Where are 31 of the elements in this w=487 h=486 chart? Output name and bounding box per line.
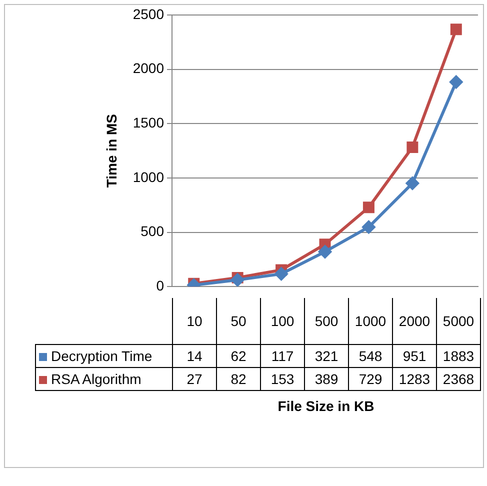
data-label: 951: [392, 344, 436, 367]
x-tick-label: 2000: [392, 298, 436, 344]
x-tick-label: 5000: [436, 298, 480, 344]
y-tick-label: 2000: [132, 60, 164, 76]
y-tick-label: 1500: [132, 114, 164, 130]
x-tick-label: 100: [260, 298, 304, 344]
x-axis-title: File Size in KB: [276, 398, 376, 414]
y-tick-label: 1000: [132, 168, 164, 185]
y-axis-title: Time in MS: [103, 114, 120, 188]
data-label: 729: [348, 367, 392, 390]
data-label: 1883: [436, 344, 480, 367]
y-tick-label: 2500: [132, 6, 164, 22]
y-tick-label: 0: [156, 277, 164, 294]
data-label: 321: [304, 344, 348, 367]
x-tick-label: 500: [304, 298, 348, 344]
data-label: 389: [304, 367, 348, 390]
data-label: 153: [260, 367, 304, 390]
legend-label: Decryption Time: [36, 344, 172, 367]
x-tick-label: 10: [172, 298, 216, 344]
data-label: 27: [172, 367, 216, 390]
x-tick-label: 1000: [348, 298, 392, 344]
data-label: 14: [172, 344, 216, 367]
x-tick-label: 50: [216, 298, 260, 344]
data-label: 1283: [392, 367, 436, 390]
data-label: 117: [260, 344, 304, 367]
y-tick-label: 500: [140, 223, 164, 240]
data-label: 2368: [436, 367, 480, 390]
data-label: 62: [216, 344, 260, 367]
data-label: 548: [348, 344, 392, 367]
data-label: 82: [216, 367, 260, 390]
legend-label: RSA Algorithm: [36, 367, 172, 390]
